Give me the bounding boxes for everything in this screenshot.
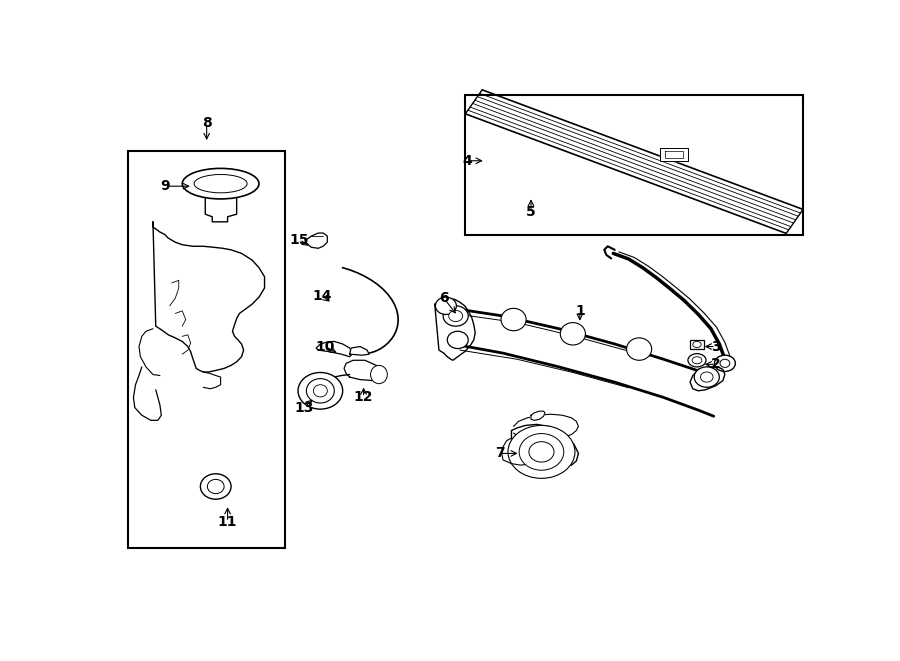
Ellipse shape <box>561 323 585 345</box>
Text: 1: 1 <box>575 304 585 318</box>
Text: 7: 7 <box>495 446 504 461</box>
Ellipse shape <box>501 308 526 330</box>
Ellipse shape <box>298 373 343 409</box>
Ellipse shape <box>194 175 248 193</box>
Text: 10: 10 <box>316 340 335 354</box>
Polygon shape <box>205 184 237 222</box>
Ellipse shape <box>436 297 456 315</box>
Ellipse shape <box>182 169 259 199</box>
Bar <box>690 340 704 349</box>
Polygon shape <box>660 147 688 161</box>
Polygon shape <box>690 367 725 391</box>
Bar <box>464 95 803 235</box>
Ellipse shape <box>688 354 706 367</box>
Polygon shape <box>344 360 381 381</box>
Text: 4: 4 <box>462 154 472 168</box>
Ellipse shape <box>694 367 719 387</box>
Ellipse shape <box>715 355 735 371</box>
Bar <box>128 151 284 547</box>
Text: 14: 14 <box>312 289 331 303</box>
Ellipse shape <box>693 342 701 348</box>
Ellipse shape <box>449 311 463 322</box>
Ellipse shape <box>519 434 563 470</box>
Text: 12: 12 <box>354 391 373 405</box>
Polygon shape <box>531 411 545 420</box>
Ellipse shape <box>201 474 231 499</box>
Text: 13: 13 <box>294 401 314 414</box>
Polygon shape <box>349 346 369 355</box>
Ellipse shape <box>720 360 730 368</box>
Text: 15: 15 <box>290 233 310 247</box>
Text: 6: 6 <box>439 292 448 305</box>
Text: 11: 11 <box>218 515 238 529</box>
Text: 9: 9 <box>160 179 169 193</box>
Ellipse shape <box>371 366 387 383</box>
Text: 2: 2 <box>711 358 721 371</box>
Polygon shape <box>139 329 160 375</box>
Text: 8: 8 <box>202 116 211 130</box>
Polygon shape <box>306 233 328 249</box>
Polygon shape <box>316 342 353 357</box>
Polygon shape <box>511 424 579 466</box>
Ellipse shape <box>692 357 702 364</box>
Ellipse shape <box>306 379 334 403</box>
Polygon shape <box>435 299 475 360</box>
Ellipse shape <box>529 442 554 462</box>
Ellipse shape <box>313 385 328 397</box>
Text: 5: 5 <box>526 205 536 219</box>
Ellipse shape <box>626 338 652 360</box>
Ellipse shape <box>443 306 468 326</box>
Polygon shape <box>153 222 265 372</box>
Ellipse shape <box>508 426 575 479</box>
Ellipse shape <box>447 331 468 348</box>
Ellipse shape <box>700 372 713 382</box>
Polygon shape <box>133 367 161 420</box>
Ellipse shape <box>207 479 224 494</box>
Text: 3: 3 <box>711 340 721 354</box>
